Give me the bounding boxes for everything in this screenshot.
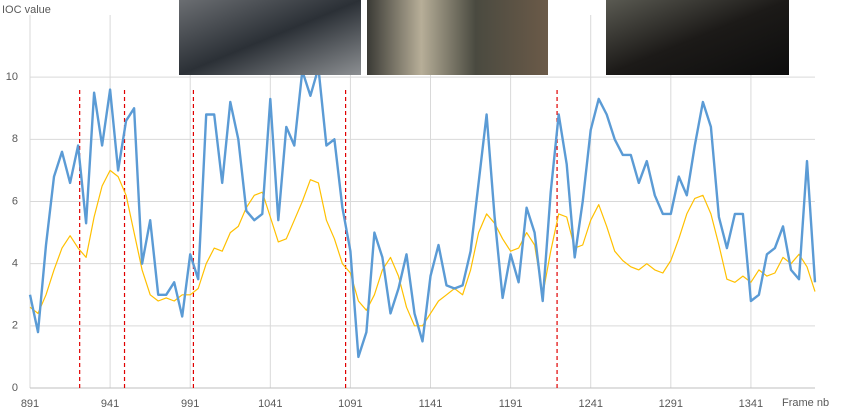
y-tick-label: 0 (12, 382, 18, 394)
x-tick-label: 941 (101, 398, 119, 410)
series-line (28, 66, 817, 359)
series-line (29, 169, 816, 327)
x-tick-label: 1191 (499, 398, 523, 410)
y-tick-label: 10 (6, 71, 18, 83)
x-tick-label: 1141 (419, 398, 443, 410)
x-tick-label: 1241 (578, 398, 602, 410)
plot-area: 0 2 4 6 8 10 891 941 991 1041 1091 1141 1191 1241 1291… (6, 15, 817, 410)
thumbnail (606, 0, 789, 75)
x-tick-label: 991 (181, 398, 199, 410)
y-tick-label: 6 (12, 195, 18, 207)
y-tick-label: 2 (12, 320, 18, 332)
x-axis-label: Frame nb (782, 397, 829, 409)
thumbnail (367, 0, 548, 75)
thumbnail (179, 0, 361, 75)
x-tick-label: 1041 (258, 398, 282, 410)
y-axis-label: IOC value (2, 4, 51, 16)
x-tick-label: 1091 (338, 398, 362, 410)
x-tick-label: 891 (21, 398, 39, 410)
x-tick-label: 1291 (659, 398, 683, 410)
y-tick-label: 4 (12, 258, 18, 270)
x-tick-label: 1341 (739, 398, 763, 410)
y-tick-label: 8 (12, 133, 18, 145)
